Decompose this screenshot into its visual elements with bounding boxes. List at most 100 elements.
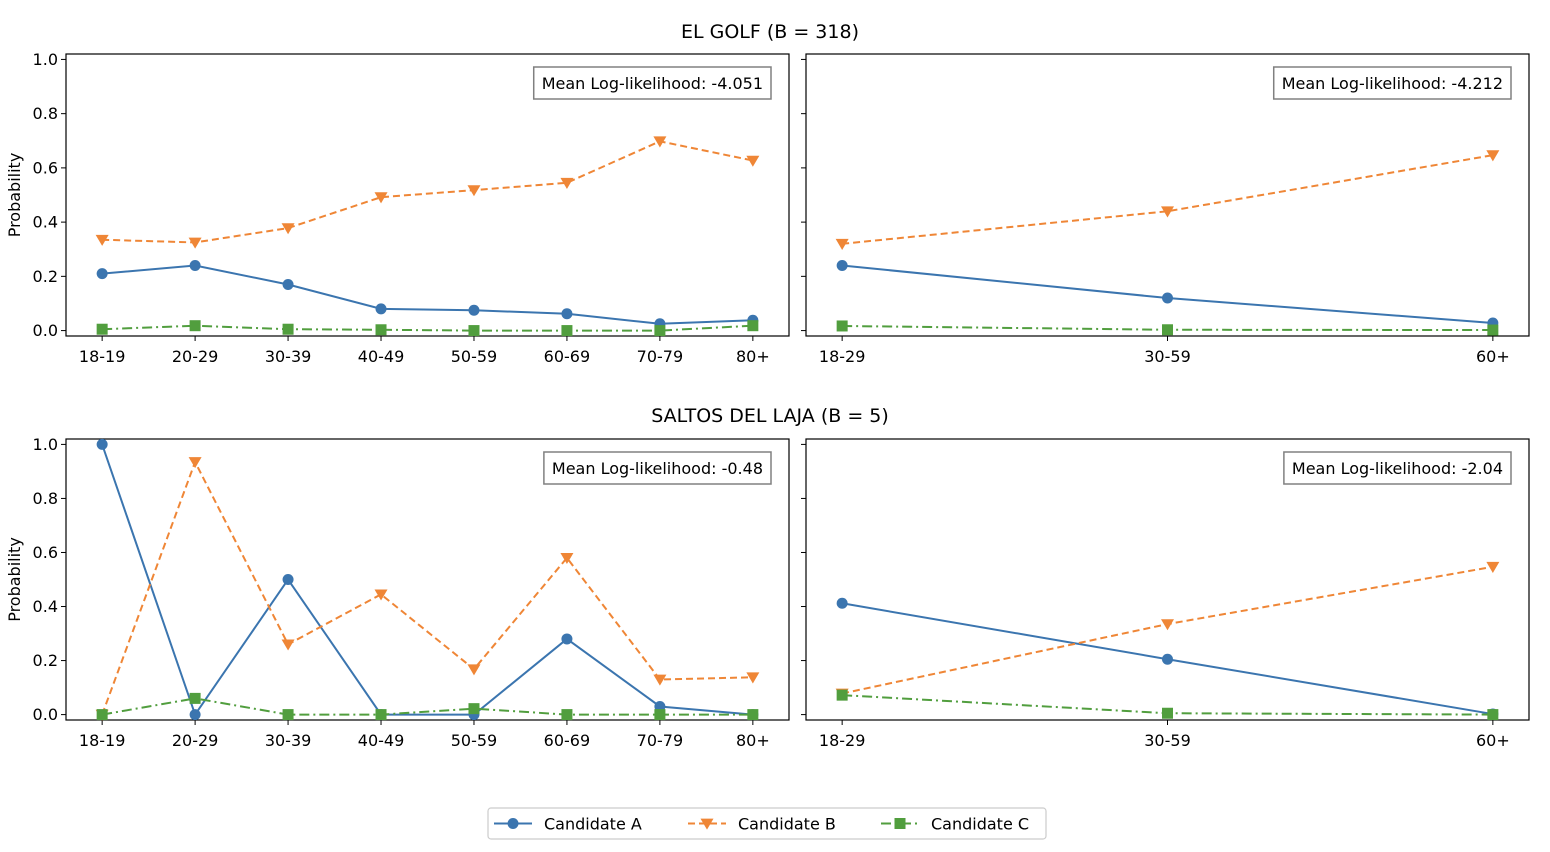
series-candidate-b [95,136,760,249]
x-tick-label: 60-69 [544,731,591,750]
x-tick-label: 30-59 [1144,347,1191,366]
y-tick-label: 1.0 [33,435,58,454]
annotation-text: Mean Log-likelihood: -2.04 [1292,459,1503,478]
data-point [189,320,201,332]
data-point [1487,709,1499,721]
data-point [1161,206,1174,218]
data-point [747,709,759,721]
data-point [281,223,295,235]
data-point [95,234,109,246]
data-point [189,260,201,271]
data-point [96,268,108,280]
data-point [653,136,667,148]
data-point [96,709,108,721]
series-candidate-c [96,320,759,337]
data-point [654,709,666,721]
x-tick-label: 80+ [736,347,770,366]
data-point [1162,707,1173,719]
y-axis-label: Probability [5,153,24,238]
data-point [560,553,574,565]
series-line [102,264,753,325]
legend-label: Candidate C [931,815,1029,834]
annotation-text: Mean Log-likelihood: -4.212 [1282,74,1503,93]
legend-entry-candidate-b: Candidate B [688,815,836,834]
data-point [836,260,848,271]
legend-entry-candidate-c: Candidate C [881,815,1029,834]
data-point [1487,324,1499,336]
annotation-text: Mean Log-likelihood: -4.051 [542,74,763,93]
series-candidate-a [96,260,759,330]
series-candidate-a [836,260,1499,329]
x-tick-label: 18-19 [79,347,126,366]
y-tick-label: 1.0 [33,50,58,69]
data-point [1486,561,1500,573]
data-point [746,672,760,684]
x-tick-label: 60-69 [544,347,591,366]
data-point [836,597,848,609]
data-point [507,818,519,829]
data-point [189,692,201,704]
data-point [96,438,108,450]
annotation: Mean Log-likelihood: -2.04 [1283,451,1512,485]
x-tick-label: 18-29 [819,731,866,750]
panel-3: 18-29 30-59 60+ Mean Log-likelihood: -2.04 [801,438,1530,750]
x-tick-label: 20-29 [172,731,219,750]
y-tick-label: 0.0 [33,705,58,724]
panel-2: 0.0 0.2 0.4 0.6 0.8 1.0 18-19 20-29 30-39 40-49 50… [5,435,790,750]
legend: Candidate A Candidate B Candidate C [487,807,1047,840]
data-point [654,325,666,337]
data-point [746,155,760,167]
data-point [1162,324,1173,336]
series-candidate-b [835,561,1500,700]
data-point [1161,619,1174,631]
annotation-box [1283,451,1512,485]
annotation-text: Mean Log-likelihood: -0.48 [552,459,763,478]
annotation: Mean Log-likelihood: -4.051 [532,66,772,100]
data-point [653,674,667,686]
series-line [842,154,1494,245]
y-tick-label: 0.6 [33,158,58,177]
panel-0: 0.0 0.2 0.4 0.6 0.8 1.0 18-19 20-29 30-39 40-49 50… [5,50,790,366]
annotation-box [532,66,772,100]
annotation-box [543,451,772,485]
data-point [188,237,202,249]
data-point [375,709,387,721]
y-tick-label: 0.4 [33,597,58,616]
group-title-top: EL GOLF (B = 318) [681,21,859,43]
data-point [561,709,573,721]
data-point [561,325,573,337]
legend-label: Candidate B [738,815,836,834]
panel-frame [65,53,790,337]
series-candidate-c [96,692,759,721]
series-candidate-b [95,457,760,721]
x-tick-label: 60+ [1476,731,1510,750]
legend-entry-candidate-a: Candidate A [494,815,642,834]
series-line [102,140,754,244]
data-point [747,320,759,332]
annotation-box [1272,66,1512,100]
y-tick-label: 0.2 [33,267,58,286]
x-tick-label: 80+ [736,731,770,750]
panels: 0.0 0.2 0.4 0.6 0.8 1.0 18-19 20-29 30-39 40-49 50… [5,50,1530,750]
data-point [374,192,388,204]
data-point [560,177,574,189]
data-point [561,308,573,320]
annotation: Mean Log-likelihood: -4.212 [1272,66,1512,100]
x-tick-label: 60+ [1476,347,1510,366]
panel-frame [65,438,790,721]
y-tick-label: 0.2 [33,651,58,670]
annotation: Mean Log-likelihood: -0.48 [543,451,772,485]
data-point [281,639,295,651]
data-point [282,323,294,335]
series-candidate-b [835,150,1500,250]
series-candidate-c [836,320,1499,336]
data-point [375,303,387,315]
series-candidate-c [836,689,1499,721]
series-line [101,459,753,715]
panel-1: 18-29 30-59 60+ Mean Log-likelihood: -4.212 [801,53,1530,366]
series-line [101,697,753,716]
data-point [96,323,108,335]
data-point [468,325,480,337]
x-tick-label: 40-49 [358,347,405,366]
